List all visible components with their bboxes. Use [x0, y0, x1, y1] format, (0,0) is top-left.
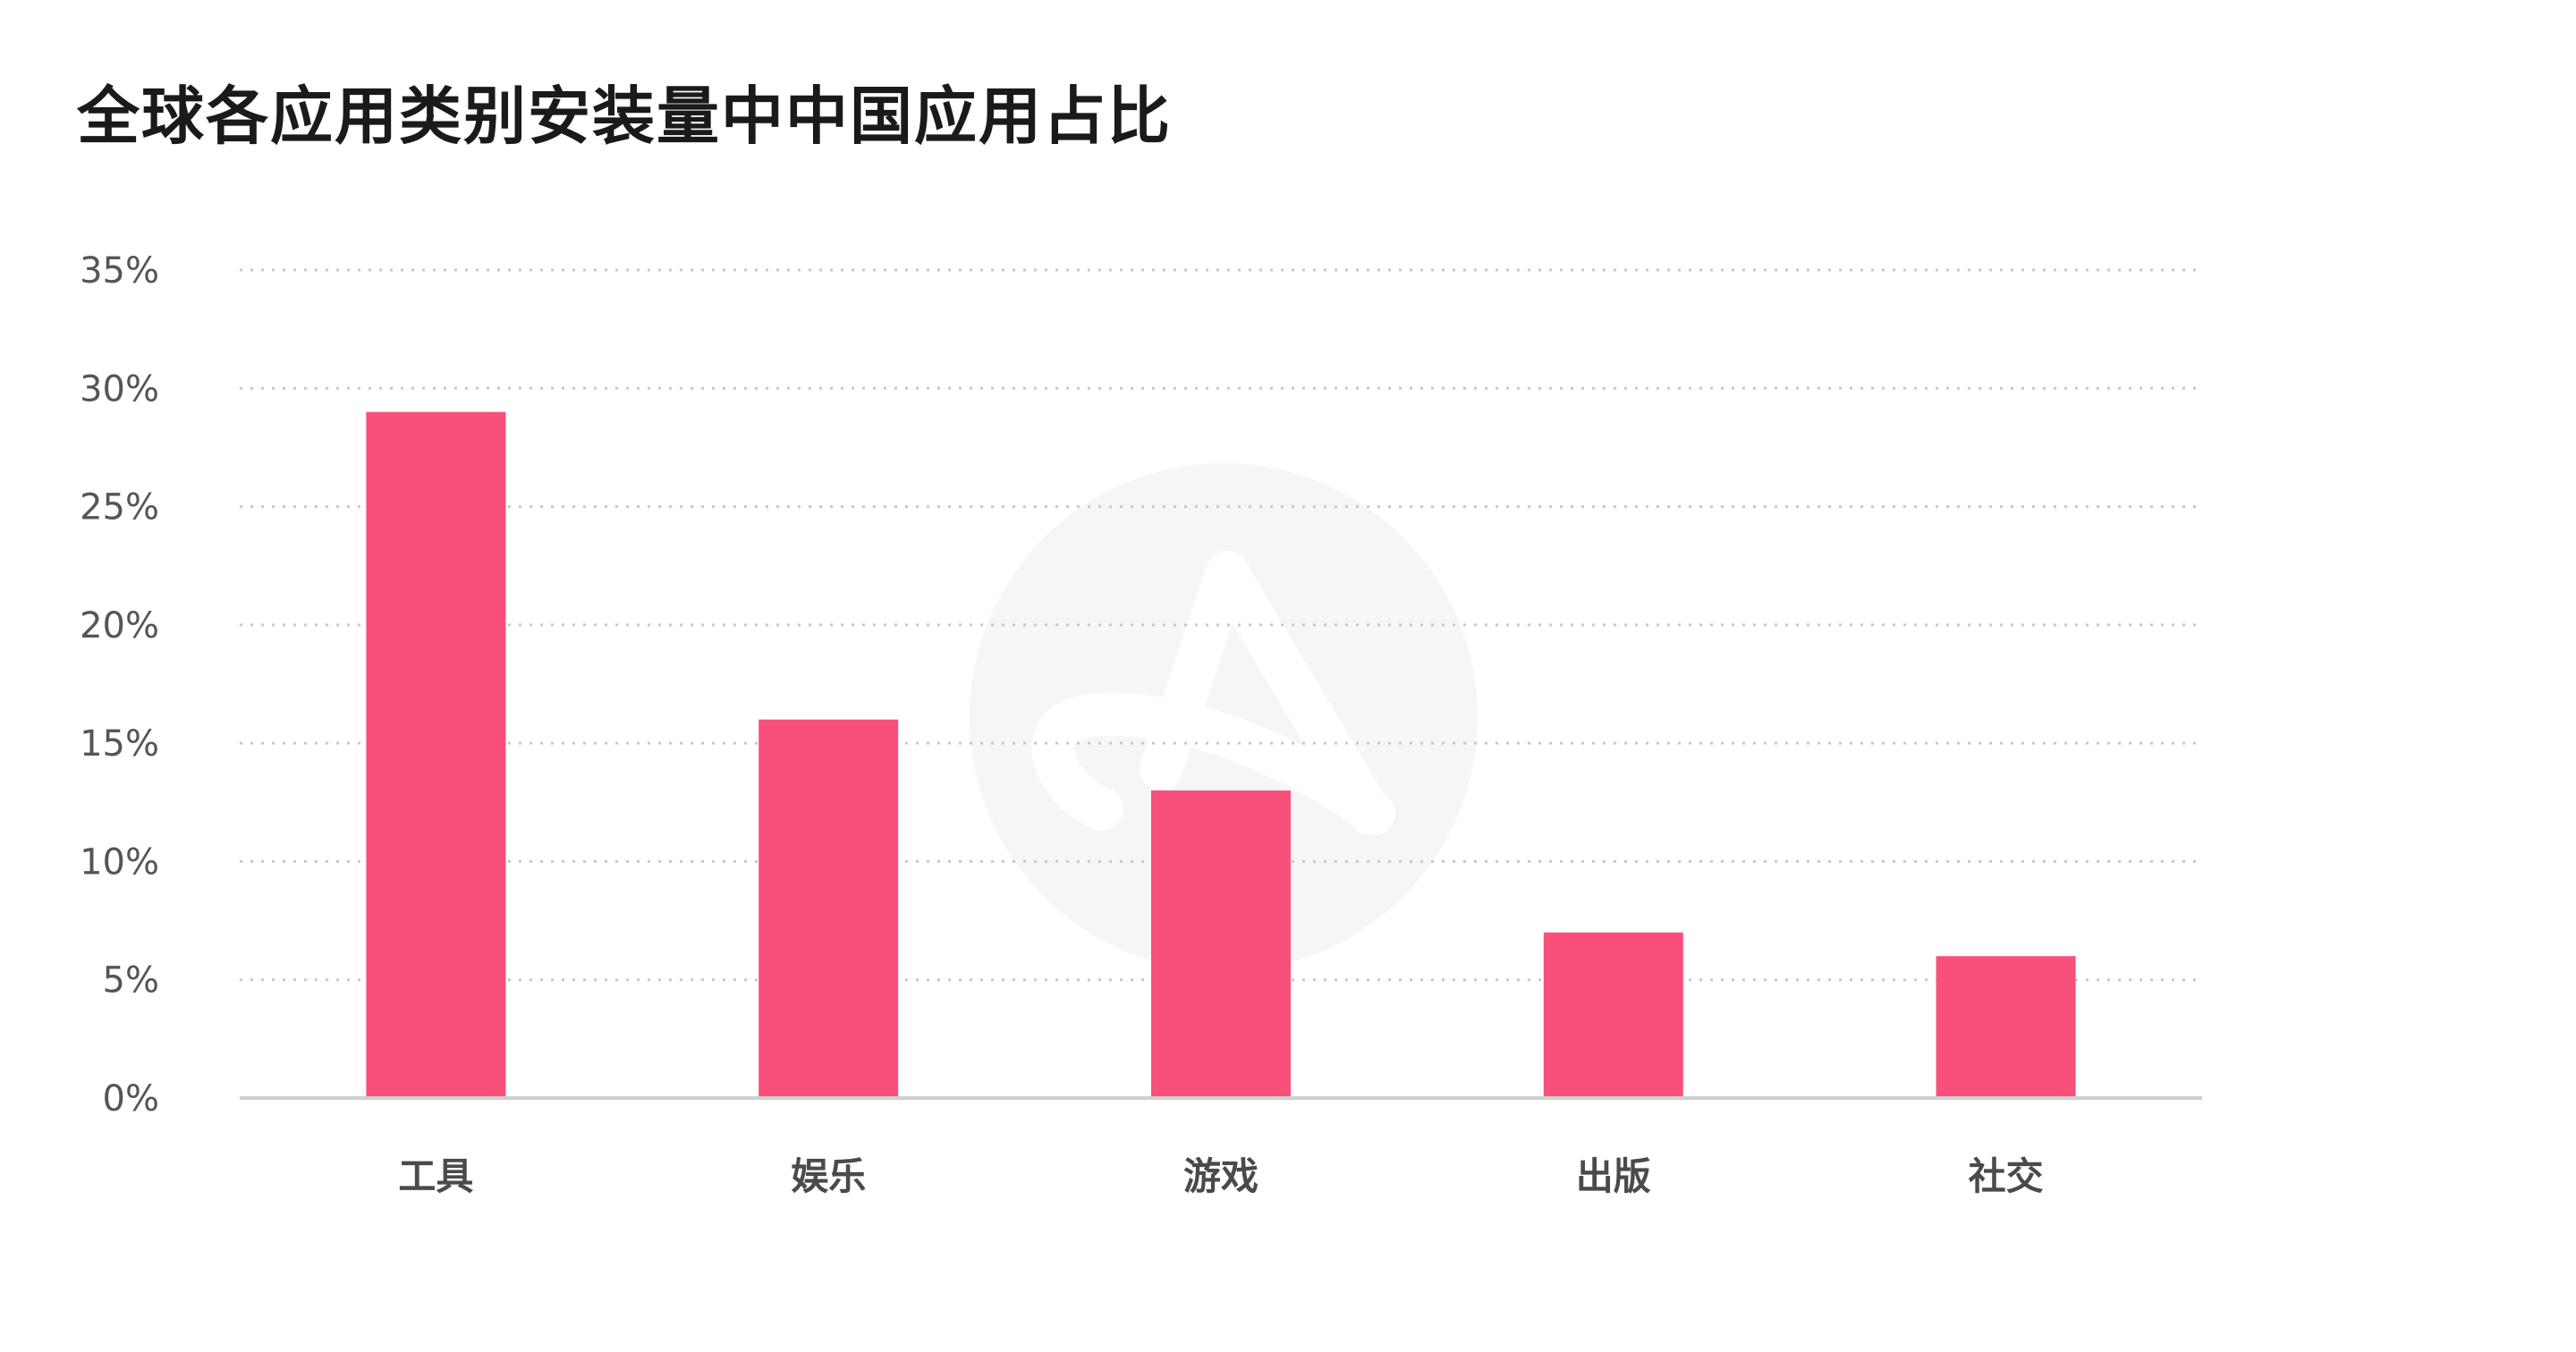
x-category-label: 社交: [1969, 1154, 2044, 1198]
chart-title: 全球各应用类别安装量中中国应用占比: [77, 80, 1172, 153]
bar: [1936, 956, 2076, 1098]
bar: [1543, 932, 1683, 1098]
bar: [758, 719, 899, 1098]
y-tick-label: 0%: [103, 1078, 159, 1120]
y-tick-label: 15%: [80, 723, 159, 765]
y-tick-label: 25%: [80, 487, 159, 528]
x-category-label: 娱乐: [791, 1154, 866, 1198]
y-tick-label: 20%: [80, 605, 159, 646]
y-tick-label: 10%: [80, 841, 159, 883]
y-tick-label: 30%: [80, 368, 159, 410]
x-category-label: 出版: [1576, 1154, 1651, 1198]
y-tick-label: 35%: [80, 250, 159, 292]
x-category-label: 游戏: [1183, 1154, 1258, 1198]
bar: [366, 411, 506, 1098]
y-tick-label: 5%: [103, 960, 159, 1001]
y-axis-ticks: 0% 5% 10% 15% 20% 25% 30% 35%: [80, 250, 159, 1120]
x-category-label: 工具: [398, 1154, 473, 1198]
watermark-logo: [970, 463, 1478, 971]
bar: [1151, 790, 1291, 1098]
bars: [366, 411, 2076, 1098]
x-axis-labels: 工具 娱乐 游戏 出版 社交: [398, 1154, 2043, 1198]
